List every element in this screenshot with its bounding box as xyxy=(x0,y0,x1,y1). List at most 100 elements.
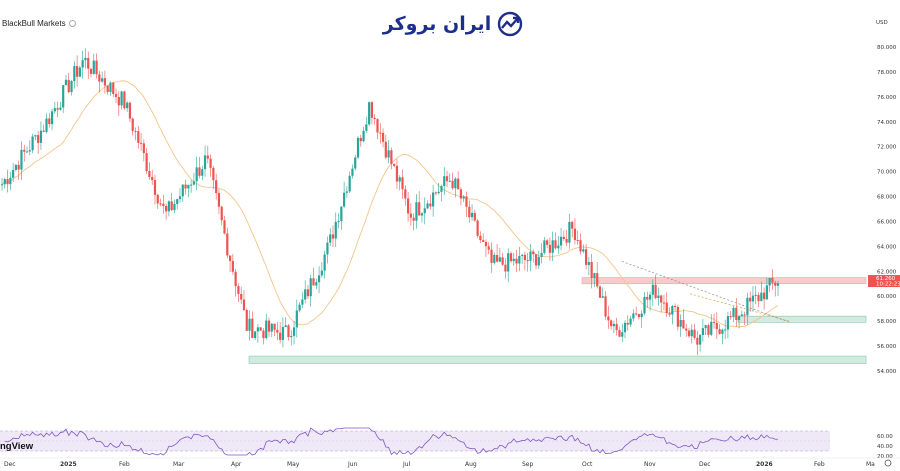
candle xyxy=(17,164,20,170)
candle xyxy=(735,307,738,320)
candle xyxy=(6,179,9,185)
x-tick-label: Dec xyxy=(4,461,16,468)
candle xyxy=(470,212,474,218)
candle xyxy=(203,155,207,170)
candle xyxy=(398,177,401,182)
candle xyxy=(84,57,87,61)
trendline-2 xyxy=(689,293,791,322)
candle xyxy=(579,240,582,252)
candle xyxy=(576,240,579,242)
candle xyxy=(604,296,607,317)
candle xyxy=(582,249,585,252)
candle xyxy=(643,296,646,314)
rsi-tick-label: 60.00 xyxy=(877,434,893,440)
candle xyxy=(50,111,54,125)
candle xyxy=(206,155,209,159)
y-tick-label: 74.000 xyxy=(877,120,897,126)
candle xyxy=(635,313,638,315)
zone-resistance xyxy=(581,277,867,285)
y-tick-label: 78.000 xyxy=(877,70,897,76)
candle xyxy=(120,91,123,106)
candle xyxy=(101,78,104,82)
candle xyxy=(726,316,730,330)
candle xyxy=(98,74,101,82)
candle xyxy=(373,117,376,120)
candle xyxy=(368,102,371,125)
candle xyxy=(687,330,691,337)
candle xyxy=(351,168,354,176)
candle xyxy=(223,220,226,234)
candle xyxy=(551,240,554,253)
candle xyxy=(532,251,535,255)
candle xyxy=(145,153,148,172)
candle xyxy=(67,79,70,93)
candle xyxy=(159,203,162,205)
candle xyxy=(512,258,515,262)
candle xyxy=(173,204,176,211)
candle xyxy=(584,249,588,265)
trendlines xyxy=(621,261,791,323)
y-tick-label: 58.000 xyxy=(877,319,897,325)
candle xyxy=(762,292,766,300)
candle xyxy=(301,299,304,305)
candle xyxy=(162,203,165,207)
candle xyxy=(646,296,649,300)
candle xyxy=(315,282,318,286)
candle xyxy=(345,191,348,193)
candle xyxy=(534,254,538,266)
candle xyxy=(198,167,201,176)
candle xyxy=(106,85,109,93)
candle xyxy=(39,130,43,143)
candle xyxy=(415,202,418,221)
candle xyxy=(573,228,577,241)
candle xyxy=(23,149,26,152)
y-tick-label: 80.000 xyxy=(877,45,897,51)
rsi-line xyxy=(4,427,779,456)
settings-gear-icon xyxy=(884,459,892,467)
candle xyxy=(523,254,526,261)
candle xyxy=(365,124,368,131)
candle xyxy=(454,178,457,189)
candle xyxy=(671,305,674,315)
candle xyxy=(393,163,396,166)
candle xyxy=(665,302,668,314)
candle xyxy=(290,335,293,338)
candle xyxy=(637,314,641,318)
candle xyxy=(37,135,40,143)
candle xyxy=(462,196,465,199)
candle xyxy=(362,130,365,142)
candle xyxy=(546,240,549,245)
candle xyxy=(209,158,212,168)
rsi-tick-label: 20.00 xyxy=(877,454,893,460)
candle xyxy=(248,318,251,331)
candle xyxy=(651,284,654,295)
candle xyxy=(240,293,243,300)
candle xyxy=(626,322,629,325)
candle xyxy=(509,253,513,262)
candle xyxy=(298,304,301,311)
candle xyxy=(395,165,399,182)
tradingview-watermark: ngView xyxy=(0,441,34,452)
currency-label: USD xyxy=(876,20,888,26)
candle xyxy=(326,242,329,255)
candle xyxy=(45,118,48,132)
candle xyxy=(251,318,254,339)
trend-arrow-icon xyxy=(498,11,523,37)
candle xyxy=(25,151,29,153)
candle xyxy=(760,292,763,302)
candle xyxy=(337,220,340,222)
candle xyxy=(131,118,134,131)
candle xyxy=(507,253,510,272)
candle xyxy=(423,208,426,214)
y-tick-label: 66.000 xyxy=(877,219,897,225)
candle xyxy=(126,102,129,109)
candle xyxy=(693,329,696,338)
y-tick-label: 76.000 xyxy=(877,95,897,101)
candle xyxy=(151,176,154,181)
candle xyxy=(445,176,449,182)
candle xyxy=(749,297,752,302)
candle xyxy=(598,286,602,298)
candle xyxy=(696,337,699,345)
candle xyxy=(437,191,440,194)
